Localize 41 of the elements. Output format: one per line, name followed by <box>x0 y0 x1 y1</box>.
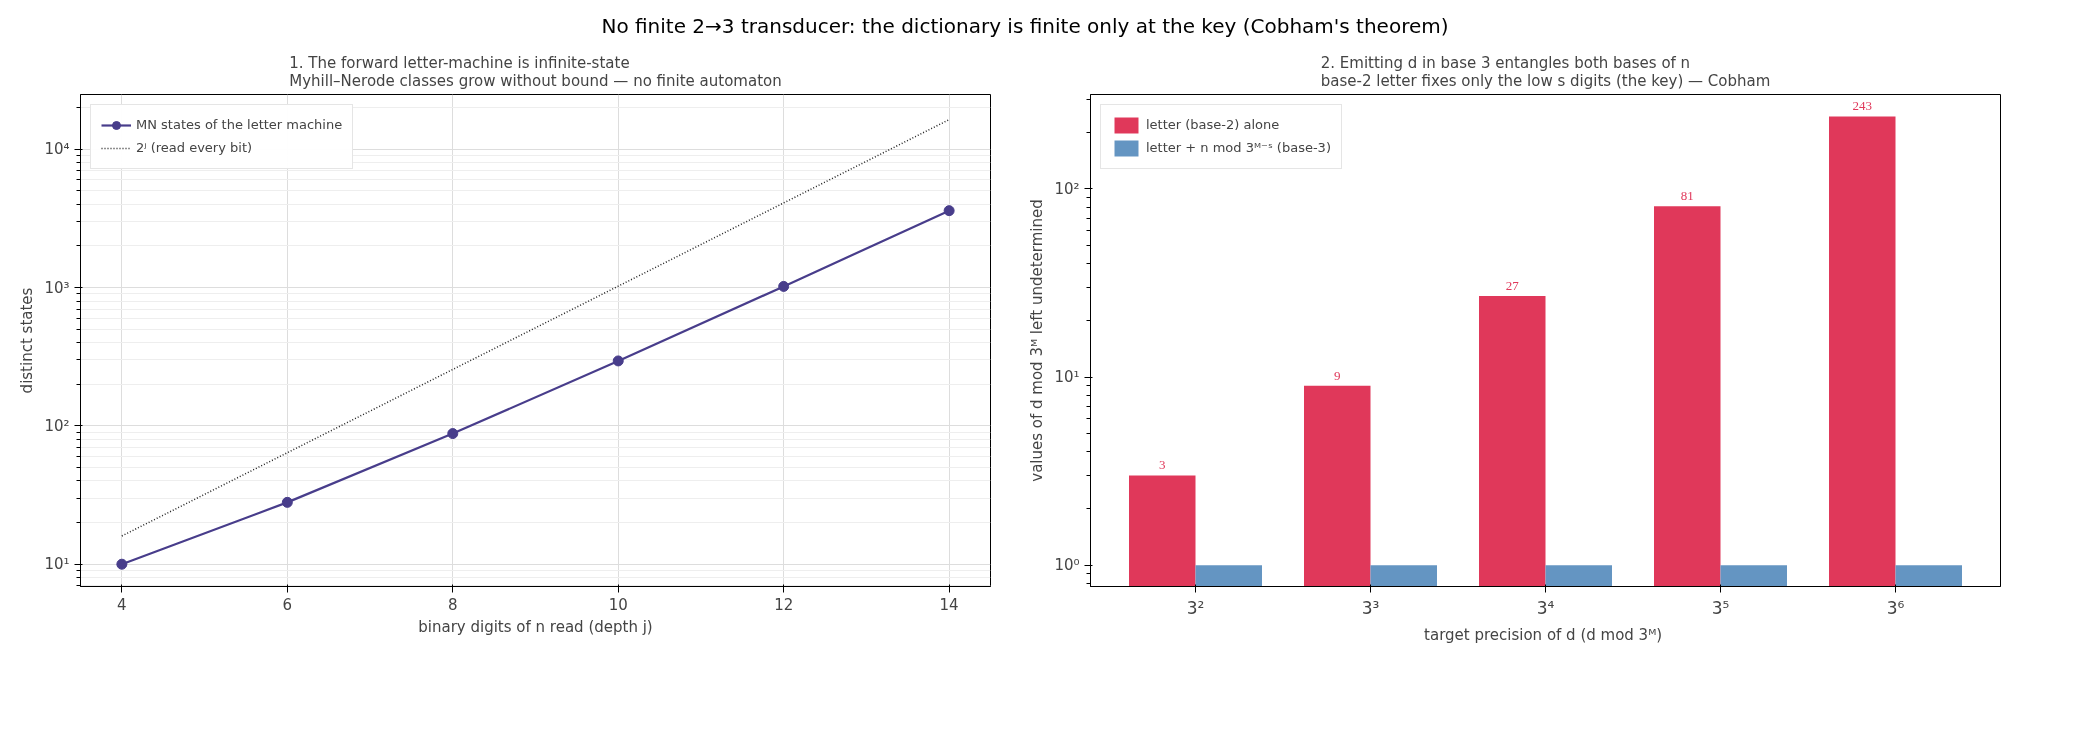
legend-label: 2ʲ (read every bit) <box>136 140 253 156</box>
x-tick-label: 8 <box>448 595 458 614</box>
legend-label: letter + n mod 3ᴹ⁻ˢ (base-3) <box>1146 140 1331 156</box>
y-tick-label: 10¹ <box>44 554 70 573</box>
x-axis-title: binary digits of n read (depth j) <box>418 617 653 636</box>
y-axis-title: distinct states <box>18 286 37 393</box>
point <box>116 558 128 570</box>
x-tick-label: 6 <box>282 595 293 614</box>
chart-title: 1. The forward letter-machine is infinite-state Myhill–Nerode classes grow without bound — no finite automaton <box>289 53 782 90</box>
x-tick-label: 10 <box>608 595 628 614</box>
point <box>778 280 790 292</box>
x-axis-title: target precision of d (d mod 3ᴹ) <box>1424 625 1663 644</box>
data-label: 3 <box>1159 456 1166 472</box>
text: No finite 2→3 transducer: the dictionary is finite only at the key (Cobham's theorem) <box>601 13 1449 40</box>
x-tick-label: 3² <box>1186 597 1205 618</box>
y-tick-label: 10⁴ <box>44 139 70 158</box>
y-tick-label: 10⁰ <box>1054 555 1080 574</box>
y-axis-title: values of d mod 3ᴹ left undetermined <box>1028 198 1047 482</box>
x-tick-label: 4 <box>117 595 127 614</box>
x-tick-label: 3³ <box>1361 597 1380 618</box>
chart-title: 2. Emitting d in base 3 entangles both bases of n base-2 letter fixes only the low s digits (the key) — Cobham <box>1320 53 1771 90</box>
legend-label: MN states of the letter machine <box>136 117 343 133</box>
point <box>447 427 459 439</box>
data-label: 243 <box>1852 98 1872 114</box>
x-tick-label: 14 <box>939 595 959 614</box>
data-label: 81 <box>1680 187 1694 203</box>
data-label: 27 <box>1505 277 1520 293</box>
x-tick-label: 12 <box>774 595 794 614</box>
point <box>943 204 955 216</box>
line-series <box>121 118 950 537</box>
point <box>281 496 293 508</box>
y-tick-label: 10² <box>1054 179 1080 198</box>
data-label: 9 <box>1334 367 1341 383</box>
x-tick-label: 3⁵ <box>1711 597 1730 618</box>
y-tick-label: 10² <box>44 416 70 435</box>
y-tick-label: 10¹ <box>1054 367 1080 386</box>
x-tick-label: 3⁶ <box>1886 597 1905 618</box>
y-tick-label: 10³ <box>44 278 70 297</box>
point <box>612 355 624 366</box>
legend-label: letter (base-2) alone <box>1146 117 1280 133</box>
x-tick-label: 3⁴ <box>1536 597 1555 618</box>
